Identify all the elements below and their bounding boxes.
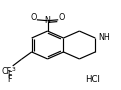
Text: CF: CF bbox=[2, 67, 12, 76]
Text: O: O bbox=[59, 13, 65, 22]
Text: F: F bbox=[8, 75, 12, 84]
Text: HCl: HCl bbox=[85, 75, 100, 84]
Text: 3: 3 bbox=[12, 67, 16, 72]
Text: N: N bbox=[45, 16, 50, 25]
Text: F: F bbox=[8, 71, 12, 80]
Text: NH: NH bbox=[99, 33, 110, 42]
Text: O: O bbox=[30, 13, 37, 22]
